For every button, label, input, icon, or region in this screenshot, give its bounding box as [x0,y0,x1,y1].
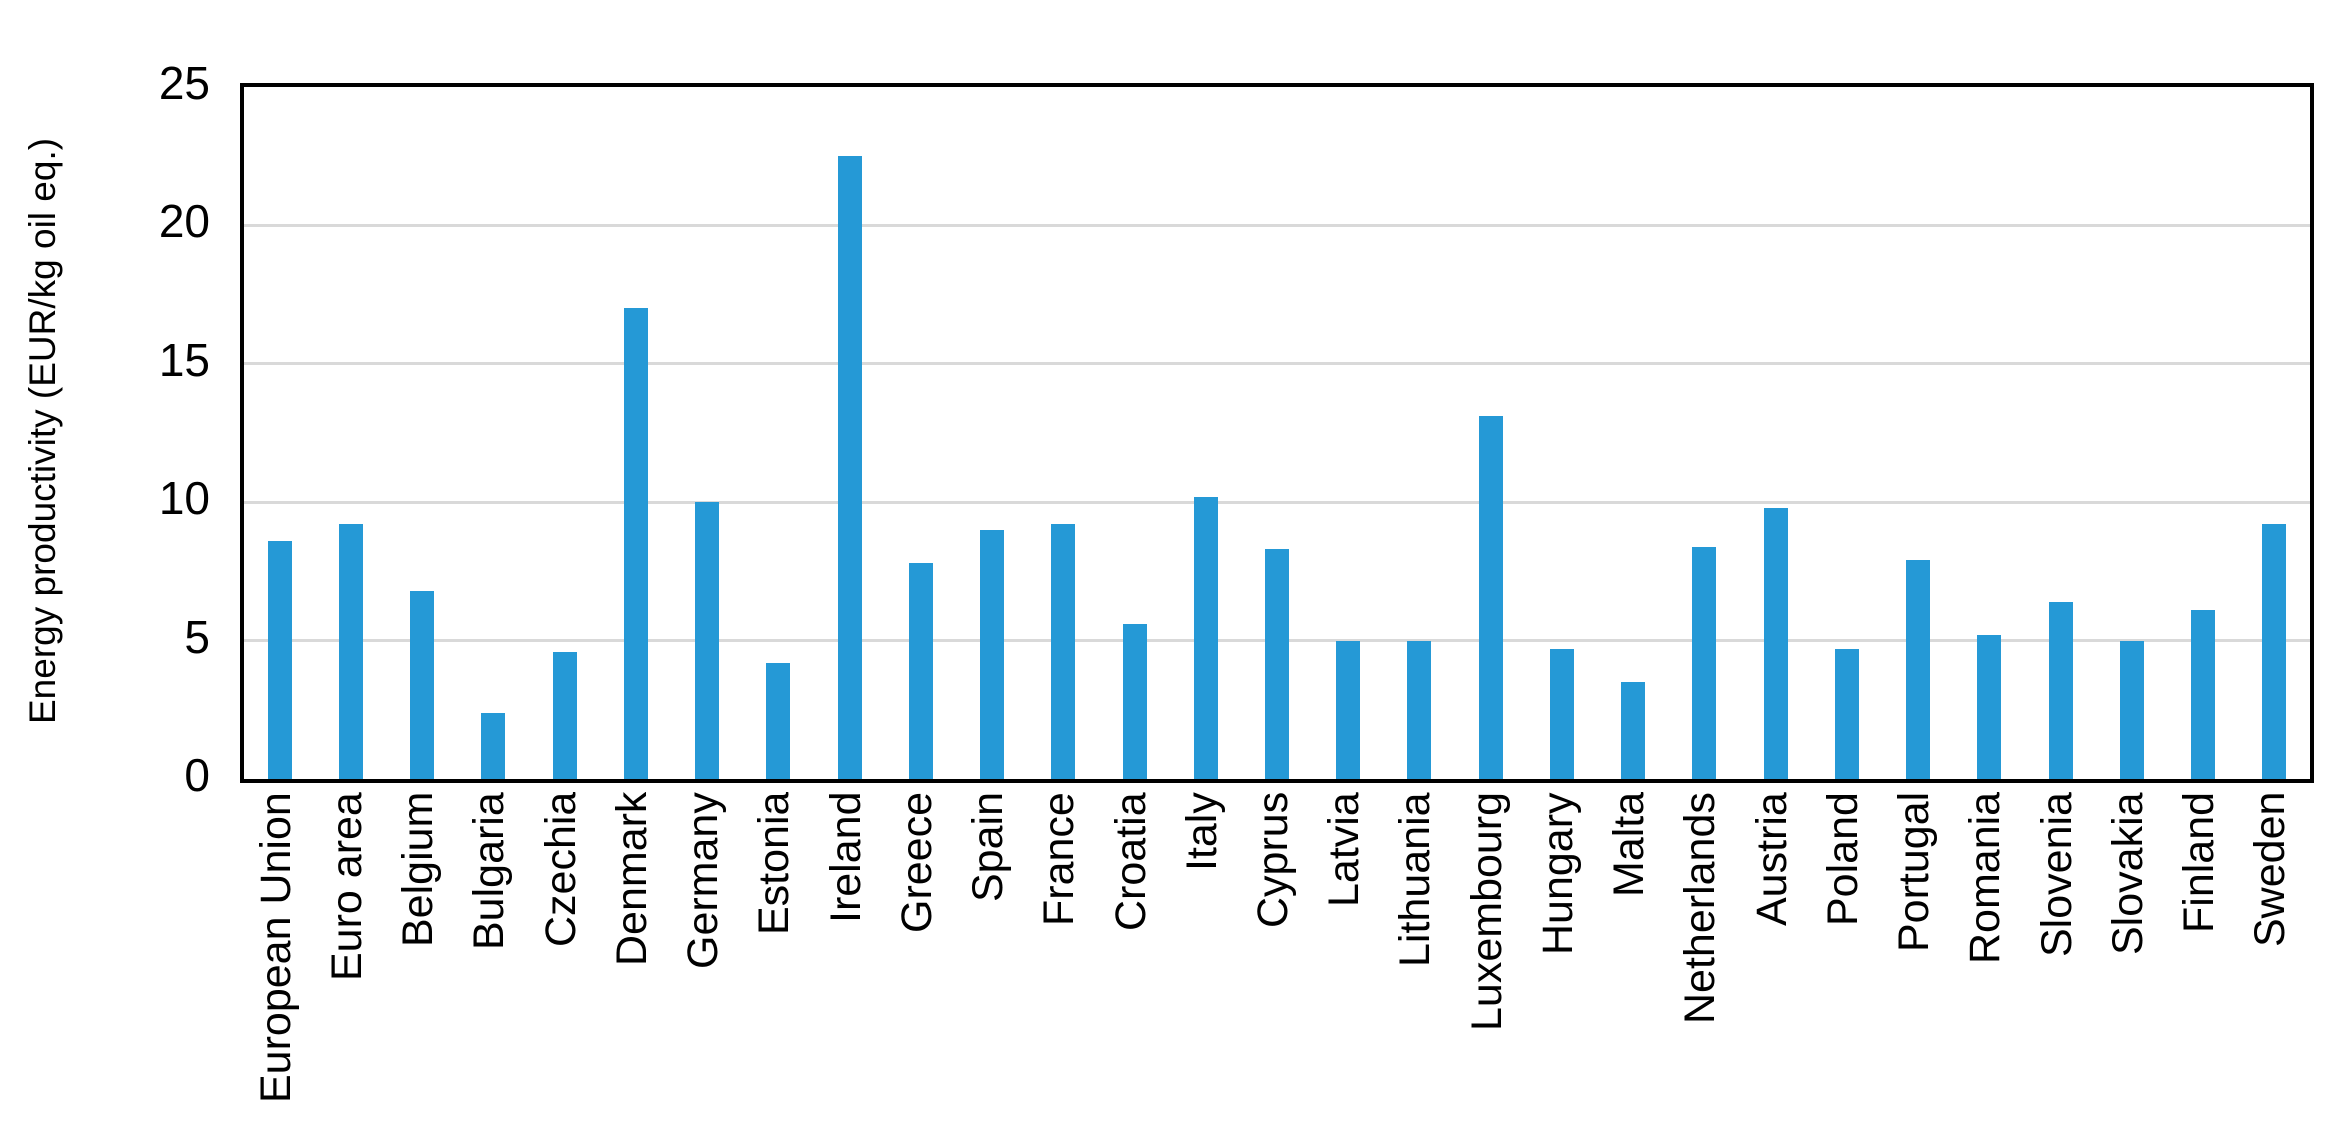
y-axis-title: Energy productivity (EUR/kg oil eq.) [22,137,63,725]
x-label-sweden: Sweden [2246,792,2295,948]
x-label-hungary: Hungary [1533,792,1582,955]
bar-germany [695,502,720,779]
y-tick-label-5: 5 [184,610,210,663]
x-label-spain: Spain [964,792,1013,902]
x-label-european-union: European Union [251,792,300,1103]
x-label-italy: Italy [1177,792,1226,871]
x-label-lithuania: Lithuania [1391,792,1440,967]
x-label-denmark: Denmark [607,792,656,967]
bar-euro-area [338,524,363,779]
bar-estonia [766,662,791,779]
x-label-greece: Greece [892,792,941,934]
bar-france [1051,524,1076,779]
x-label-austria: Austria [1747,792,1796,926]
bar-belgium [410,590,435,779]
x-label-france: France [1035,792,1084,926]
bar-hungary [1549,648,1574,779]
bar-austria [1763,507,1788,779]
plot-area [240,83,2314,783]
bar-bulgaria [481,712,506,779]
bar-lithuania [1407,640,1432,779]
y-tick-label-0: 0 [184,749,210,801]
x-label-romania: Romania [1961,792,2010,965]
y-tick-label-20: 20 [158,195,210,248]
bar-latvia [1336,640,1361,779]
bar-cyprus [1265,549,1289,779]
bar-italy [1193,496,1218,779]
x-label-slovenia: Slovenia [2032,792,2081,957]
gridline-20 [244,223,2310,227]
x-label-bulgaria: Bulgaria [465,792,514,950]
x-label-latvia: Latvia [1320,792,1369,907]
x-label-belgium: Belgium [394,792,443,948]
x-label-estonia: Estonia [750,792,799,936]
x-label-czechia: Czechia [536,792,585,948]
bar-czechia [552,651,577,779]
bar-spain [980,529,1005,779]
bar-sweden [2262,524,2287,779]
x-label-portugal: Portugal [1890,792,1939,953]
x-label-cyprus: Cyprus [1249,792,1297,929]
bar-luxembourg [1478,416,1503,779]
bar-portugal [1906,560,1931,779]
x-label-malta: Malta [1605,792,1654,898]
bar-slovenia [2048,601,2073,779]
x-label-euro-area: Euro area [322,792,371,981]
bar-european-union [267,540,292,779]
bar-slovakia [2119,640,2144,779]
bar-denmark [623,308,648,779]
bar-poland [1834,648,1859,779]
bar-romania [1977,635,2002,779]
bar-greece [908,563,933,779]
x-label-poland: Poland [1818,792,1867,926]
gridline-10 [244,500,2310,504]
x-label-netherlands: Netherlands [1676,792,1725,1024]
bar-ireland [837,156,862,779]
x-label-luxembourg: Luxembourg [1462,792,1511,1032]
y-tick-label-15: 15 [158,333,210,386]
x-label-slovakia: Slovakia [2103,792,2152,955]
bar-malta [1621,682,1646,779]
y-tick-label-25: 25 [158,57,210,109]
x-label-ireland: Ireland [821,792,870,924]
bar-finland [2191,610,2216,779]
bar-croatia [1122,624,1147,779]
x-label-croatia: Croatia [1106,792,1155,931]
x-label-germany: Germany [679,792,728,969]
bar-netherlands [1692,546,1717,779]
y-tick-label-10: 10 [158,472,210,525]
gridline-15 [244,362,2310,366]
x-label-finland: Finland [2175,792,2224,934]
